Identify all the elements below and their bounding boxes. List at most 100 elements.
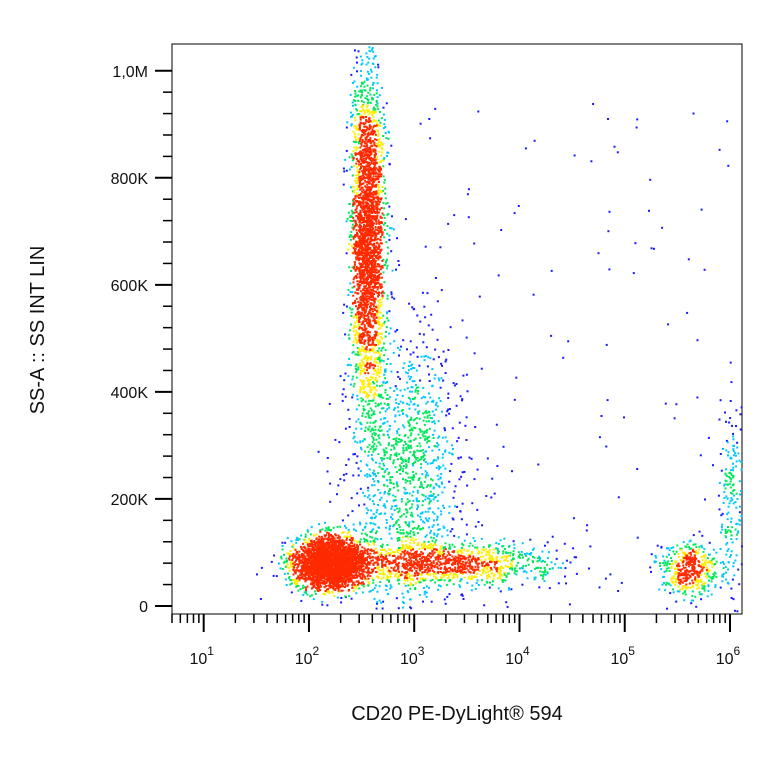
event-dot xyxy=(372,495,375,498)
event-dot xyxy=(383,557,386,560)
event-dot xyxy=(471,552,474,555)
event-dot xyxy=(486,457,489,460)
event-dot xyxy=(736,531,739,534)
event-dot xyxy=(548,568,551,570)
event-dot xyxy=(653,247,655,250)
event-dot xyxy=(387,358,390,360)
event-dot xyxy=(353,211,356,214)
event-dot xyxy=(671,576,674,579)
event-dot xyxy=(354,146,357,149)
event-dot xyxy=(352,375,355,378)
event-dot xyxy=(393,446,396,449)
event-dot xyxy=(377,299,380,302)
event-dot xyxy=(356,205,359,208)
event-dot xyxy=(406,546,409,549)
event-dot xyxy=(410,506,413,509)
event-dot xyxy=(467,569,470,572)
event-dot xyxy=(383,417,386,420)
event-dot xyxy=(373,308,376,310)
event-dot xyxy=(467,188,470,191)
event-dot xyxy=(381,546,384,549)
event-dot xyxy=(702,583,705,586)
event-dot xyxy=(366,552,369,555)
event-dot xyxy=(368,494,371,497)
event-dot xyxy=(565,582,567,585)
event-dot xyxy=(415,369,418,372)
event-dot xyxy=(437,443,440,446)
event-dot xyxy=(273,554,276,557)
event-dot xyxy=(351,396,354,399)
event-dot xyxy=(359,96,362,99)
event-dot xyxy=(474,575,477,578)
event-dot xyxy=(436,566,439,569)
event-dot xyxy=(432,553,435,556)
event-dot xyxy=(360,122,362,124)
event-dot xyxy=(364,429,367,432)
event-dot xyxy=(413,380,416,383)
event-dot xyxy=(486,562,489,565)
event-dot xyxy=(409,542,412,545)
event-dot xyxy=(404,458,407,461)
event-dot xyxy=(386,294,389,297)
event-dot xyxy=(342,473,345,476)
event-dot xyxy=(422,487,425,489)
event-dot xyxy=(469,542,472,545)
event-dot xyxy=(410,368,413,370)
event-dot xyxy=(376,374,379,376)
event-dot xyxy=(495,560,498,563)
event-dot xyxy=(370,121,373,123)
event-dot xyxy=(362,398,365,401)
event-dot xyxy=(426,292,429,295)
event-dot xyxy=(378,201,381,203)
event-dot xyxy=(375,290,377,293)
event-dot xyxy=(699,593,702,596)
event-dot xyxy=(362,331,365,334)
event-dot xyxy=(397,518,400,521)
event-dot xyxy=(421,511,424,514)
event-dot xyxy=(352,589,355,592)
event-dot xyxy=(365,345,368,348)
event-dot xyxy=(375,607,378,610)
event-dot xyxy=(371,292,374,295)
event-dot xyxy=(409,451,412,454)
event-dot xyxy=(660,568,663,571)
event-dot xyxy=(489,555,492,558)
event-dot xyxy=(491,572,494,575)
event-dot xyxy=(459,395,462,398)
event-dot xyxy=(288,569,291,572)
event-dot xyxy=(348,426,351,428)
event-dot xyxy=(400,500,403,503)
event-dot xyxy=(371,298,374,301)
event-dot xyxy=(363,325,366,328)
event-dot xyxy=(406,550,409,553)
event-dot xyxy=(440,545,443,548)
event-dot xyxy=(345,169,348,172)
event-dot xyxy=(339,525,342,528)
event-dot xyxy=(378,553,381,556)
event-dot xyxy=(354,339,357,341)
event-dot xyxy=(361,440,364,443)
event-dot xyxy=(444,548,447,551)
event-dot xyxy=(360,367,363,370)
event-dot xyxy=(487,573,490,576)
event-dot xyxy=(356,341,359,344)
event-dot xyxy=(318,535,321,538)
event-dot xyxy=(360,116,363,119)
event-dot xyxy=(555,549,558,552)
event-dot xyxy=(363,540,366,543)
event-dot xyxy=(448,545,451,548)
event-dot xyxy=(382,380,385,383)
event-dot xyxy=(719,548,722,550)
event-dot xyxy=(379,411,382,414)
event-dot xyxy=(367,91,370,94)
event-dot xyxy=(355,243,358,246)
event-dot xyxy=(360,305,363,307)
event-dot xyxy=(489,560,492,563)
event-dot xyxy=(402,424,404,427)
event-dot xyxy=(441,482,444,485)
event-dot xyxy=(735,454,737,457)
event-dot xyxy=(354,219,357,222)
event-dot xyxy=(692,599,694,602)
event-dot xyxy=(590,160,593,163)
event-dot xyxy=(371,111,374,114)
